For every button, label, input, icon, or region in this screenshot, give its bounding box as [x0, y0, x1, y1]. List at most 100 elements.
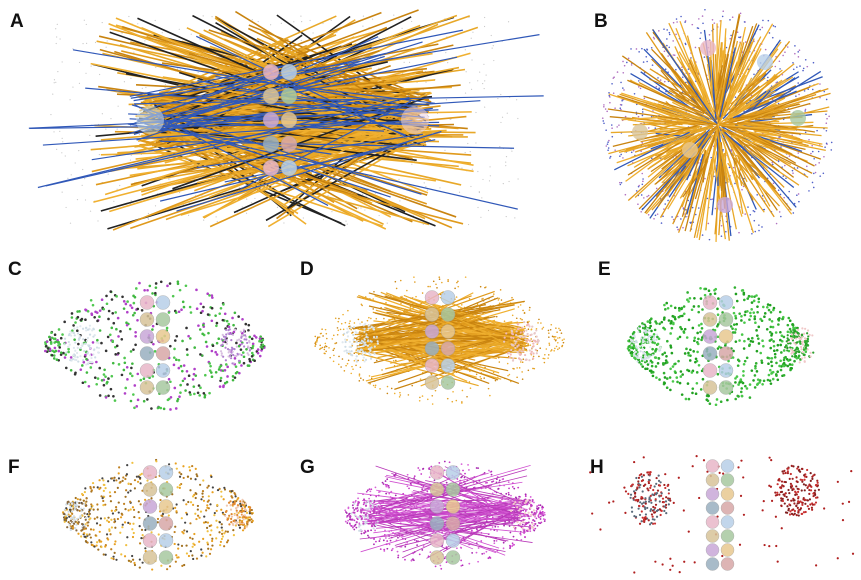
particle	[660, 79, 662, 81]
particle	[815, 164, 817, 166]
particle	[447, 398, 449, 400]
pole-particle	[642, 348, 644, 350]
particle	[672, 323, 675, 326]
pole-particle	[63, 513, 65, 515]
chromosome	[156, 364, 170, 378]
pole-particle	[221, 352, 223, 354]
particle	[698, 364, 701, 367]
pole-particle	[351, 350, 353, 352]
pole-particle	[343, 333, 345, 335]
particle	[685, 209, 687, 211]
particle	[672, 40, 674, 42]
particle	[640, 363, 643, 366]
pole-particle	[222, 334, 224, 336]
particle	[134, 343, 137, 346]
particle	[176, 468, 178, 470]
background-dot	[203, 15, 204, 16]
pole-particle	[377, 342, 379, 344]
pole-particle	[658, 348, 660, 350]
particle	[219, 544, 221, 546]
pole-particle	[361, 340, 363, 342]
pole-particle	[229, 350, 231, 352]
particle	[810, 153, 812, 155]
particle	[150, 407, 153, 410]
particle	[237, 497, 239, 499]
particle	[670, 305, 673, 308]
particle	[322, 347, 324, 349]
particle	[118, 472, 120, 474]
particle	[175, 510, 177, 512]
particle	[766, 356, 769, 359]
particle	[102, 500, 104, 502]
particle	[527, 343, 529, 345]
pole-particle	[653, 339, 655, 341]
particle	[767, 77, 769, 79]
particle	[113, 479, 115, 481]
particle	[758, 230, 760, 232]
particle	[182, 301, 185, 304]
particle	[698, 324, 701, 327]
pole-particle	[346, 328, 348, 330]
particle	[110, 519, 112, 521]
particle	[542, 358, 544, 360]
pole-particle	[535, 349, 537, 351]
particle	[199, 386, 202, 389]
pole-particle	[526, 341, 528, 343]
particle	[663, 352, 666, 355]
pole-particle	[241, 334, 243, 336]
particle	[676, 21, 678, 23]
particle	[557, 342, 559, 344]
particle	[695, 47, 697, 49]
particle	[610, 156, 612, 158]
background-dot	[155, 20, 156, 21]
particle	[134, 479, 136, 481]
particle	[118, 501, 120, 503]
background-dot	[86, 24, 87, 25]
particle	[227, 323, 230, 326]
particle	[109, 290, 112, 293]
particle	[684, 352, 687, 355]
particle	[721, 225, 723, 227]
particle	[103, 484, 105, 486]
pole-particle	[804, 341, 806, 343]
pole-particle	[648, 330, 650, 332]
particle	[251, 355, 254, 358]
particle	[520, 318, 522, 320]
particle	[86, 371, 89, 374]
particle	[639, 343, 642, 346]
particle	[796, 66, 798, 68]
particle	[775, 66, 777, 68]
pole-particle	[230, 339, 232, 341]
particle	[812, 151, 814, 153]
particle	[529, 307, 531, 309]
particle	[90, 541, 92, 543]
pole-particle	[369, 347, 371, 349]
pole-particle	[519, 336, 521, 338]
background-dot	[200, 158, 201, 159]
particle	[173, 356, 176, 359]
particle	[328, 347, 330, 349]
particle	[773, 345, 776, 348]
particle	[163, 408, 166, 411]
particle	[207, 313, 210, 316]
particle	[672, 380, 675, 383]
particle	[183, 529, 185, 531]
particle	[776, 223, 778, 225]
background-dot	[65, 207, 66, 208]
particle	[126, 473, 128, 475]
particle	[210, 529, 212, 531]
particle	[175, 335, 178, 338]
particle	[80, 319, 83, 322]
particle	[95, 383, 98, 386]
particle	[756, 305, 759, 308]
chromosome	[703, 296, 717, 310]
pole-particle	[248, 347, 250, 349]
particle	[700, 323, 703, 326]
pole-particle	[515, 334, 517, 336]
pole-particle	[244, 334, 246, 336]
particle	[381, 369, 383, 371]
particle	[169, 282, 172, 285]
particle	[666, 340, 669, 343]
particle	[684, 21, 686, 23]
particle	[169, 345, 172, 348]
